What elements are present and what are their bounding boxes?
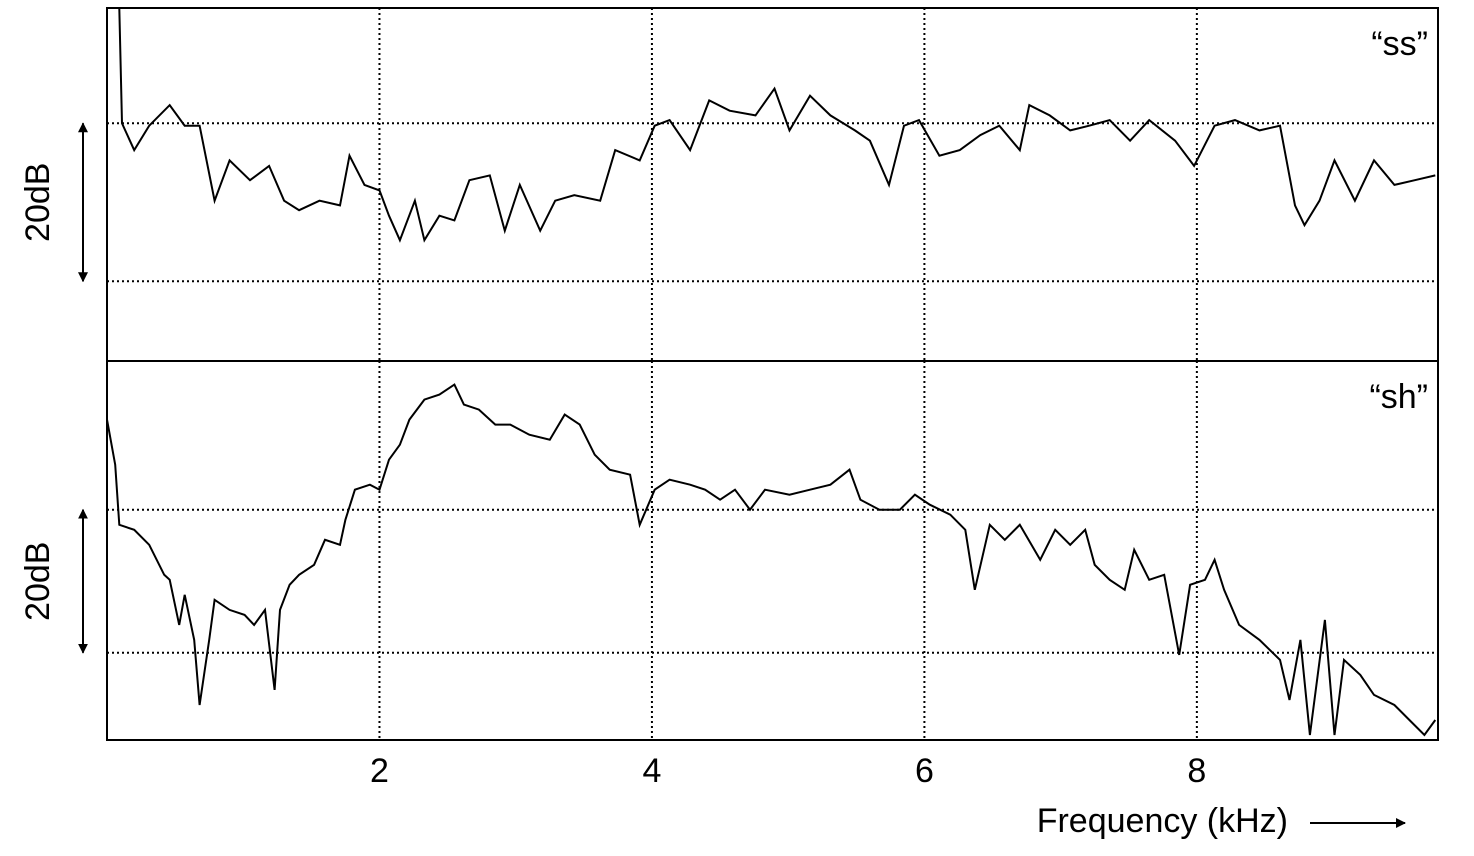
spectrum-line (106, 383, 1437, 737)
x-tick-label: 4 (642, 752, 661, 790)
x-tick-label: 2 (370, 752, 389, 790)
scale-label: 20dB (19, 542, 57, 621)
panel-frame (106, 360, 1439, 741)
x-axis-label: Frequency (kHz) (1037, 802, 1288, 840)
panel-annotation: “ss” (1371, 25, 1428, 63)
x-tick-label: 8 (1187, 752, 1206, 790)
spectrum-line (118, 7, 1436, 243)
x-tick-label: 6 (915, 752, 934, 790)
panel-annotation: “sh” (1369, 378, 1428, 416)
scale-label: 20dB (19, 163, 57, 242)
panel-frame (106, 7, 1439, 362)
